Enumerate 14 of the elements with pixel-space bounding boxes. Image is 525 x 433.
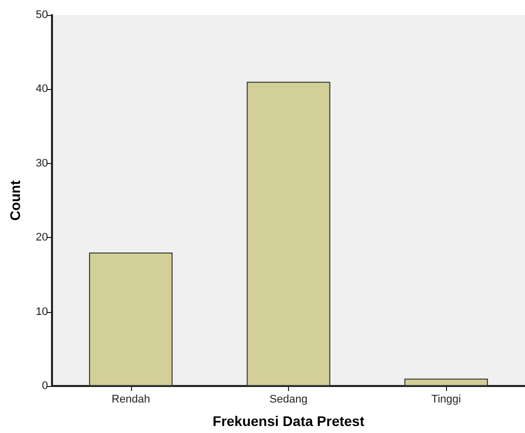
- x-tick-label: Rendah: [112, 394, 150, 406]
- y-tick-label: 10: [36, 306, 48, 318]
- x-tick-label: Sedang: [270, 394, 308, 406]
- bar: [246, 82, 330, 386]
- x-axis-title: Frekuensi Data Pretest: [212, 413, 365, 429]
- y-tick-label: 0: [42, 380, 48, 392]
- x-tick-label: Tinggi: [431, 394, 461, 406]
- bar: [404, 378, 488, 386]
- y-axis-title: Count: [7, 180, 23, 221]
- y-tick-label: 40: [36, 83, 48, 96]
- y-tick-label: 20: [36, 232, 48, 244]
- y-tick-label: 30: [36, 157, 48, 170]
- y-tick-label: 50: [36, 9, 48, 21]
- bar: [89, 252, 173, 386]
